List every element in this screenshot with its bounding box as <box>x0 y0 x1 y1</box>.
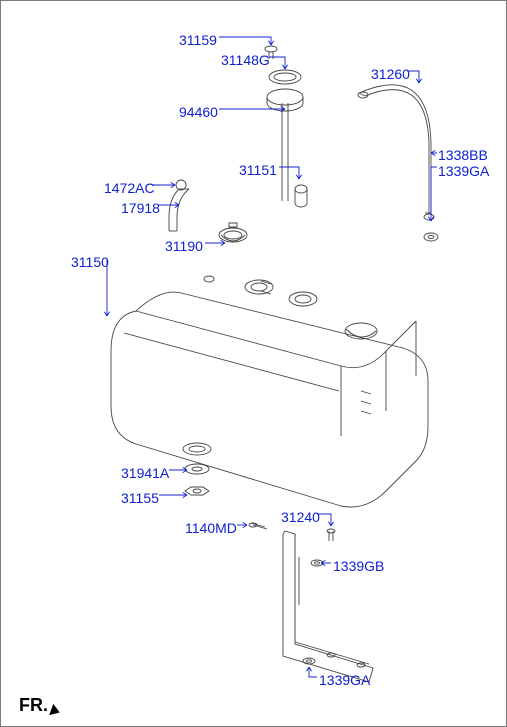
part-label-31240[interactable]: 31240 <box>281 510 320 524</box>
part-label-31159[interactable]: 31159 <box>179 33 217 47</box>
part-label-1339GA_top[interactable]: 1339GA <box>438 164 489 178</box>
part-label-31260[interactable]: 31260 <box>371 67 410 81</box>
part-label-1339GA_bot[interactable]: 1339GA <box>319 673 370 687</box>
part-label-31941A[interactable]: 31941A <box>121 466 169 480</box>
part-label-1140MD[interactable]: 1140MD <box>185 521 237 535</box>
diagram-canvas: 31159 31148G 31260 94460 1338BB 1339GA 31151 14… <box>0 0 507 727</box>
part-label-17918[interactable]: 17918 <box>121 201 160 215</box>
leader-lines <box>1 1 507 727</box>
part-label-31190[interactable]: 31190 <box>165 239 203 253</box>
part-label-1472AC[interactable]: 1472AC <box>104 181 155 195</box>
part-label-94460[interactable]: 94460 <box>179 105 218 119</box>
part-label-31155[interactable]: 31155 <box>121 491 159 505</box>
part-label-1338BB[interactable]: 1338BB <box>438 148 488 162</box>
part-label-31148G[interactable]: 31148G <box>221 53 270 67</box>
orientation-label: FR. <box>19 695 48 716</box>
part-label-1339GB[interactable]: 1339GB <box>333 559 384 573</box>
part-label-31150[interactable]: 31150 <box>71 255 109 269</box>
part-label-31151[interactable]: 31151 <box>239 163 277 177</box>
